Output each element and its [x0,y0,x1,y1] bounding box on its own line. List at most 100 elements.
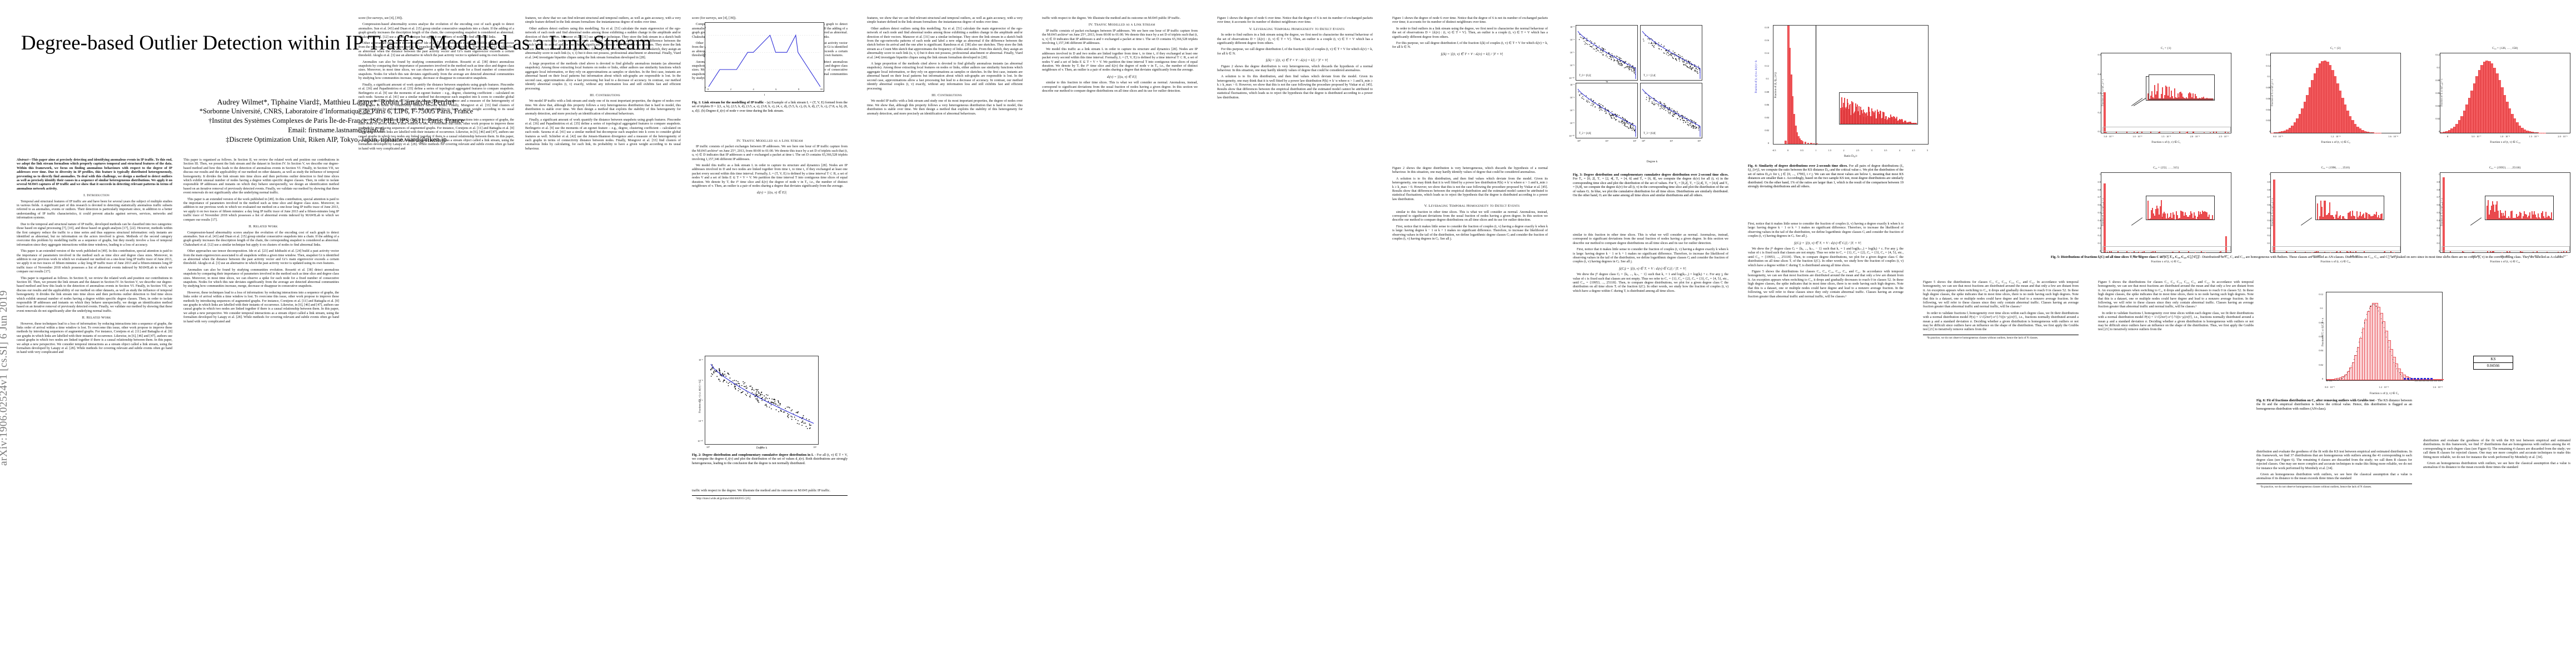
fig1-caption-label: Fig. 1: [692,101,701,104]
paragraph: We drew the jᵗʰ degree class Cⱼ = {kⱼ, .… [1748,247,1904,267]
axis-tick: 3 [1871,149,1872,152]
inset-bar [2333,216,2335,220]
inset-bar [2544,217,2546,220]
fig5-panel-title: C₁ = {1} [2160,47,2172,50]
histogram-bar [2185,132,2187,133]
author-names: Audrey Wilmet*, Tiphaine Viard‡, Matthie… [217,98,456,106]
histogram-bar [2216,131,2218,133]
inset-bar [2205,212,2207,220]
fig4-caption-label: Fig. 4: [1748,165,1758,168]
inset-bar [2151,208,2153,220]
fig5-caption-rest: - Distributions on C₁, C₂ and C₁₉ are ho… [2200,256,2564,259]
inset-bar [2195,96,2197,99]
inset-bar [2517,216,2519,220]
fig2-ylabel: Fraction of (t, v) s.t. dₜ(v) = k [699,381,702,413]
inset-bar [2192,217,2194,220]
inset-bar [1852,102,1854,125]
inset-bar [2165,213,2166,220]
histogram-bar [1795,125,1797,144]
histogram-bar [2283,131,2286,133]
inset-bar [2335,215,2337,220]
inset-bar [2177,215,2179,220]
inset-bar [2371,216,2373,220]
abstract-label: Abstract— [17,158,32,162]
inset-bar [1908,122,1910,125]
axis-tick: 0.4 [2097,218,2101,222]
histogram-bar [2371,132,2374,133]
histogram-bar [2513,118,2517,133]
axis-tick: 4 [1899,149,1900,152]
inset-bar [1884,118,1886,125]
histogram-bar [2480,65,2484,133]
axis-tick: 4.0 · 10⁻⁷ [2500,255,2510,257]
histogram-bar [2465,104,2469,133]
fig3-caption-rest: For T₀ = [0, 2[, T₁ = [2, 4[, T₂ = [4, 6… [1573,177,1728,198]
inset-bar [1889,117,1891,125]
axis-tick: 0.5 [2097,211,2101,214]
histogram-bar [2503,94,2507,133]
axis-tick: 0.6 [2437,203,2440,207]
axis-tick: 2.0 · 10⁻⁷ [2311,255,2321,257]
axis-tick: 0.08 [2435,79,2440,82]
fig5-panel-xlabel: Fraction x of (t, v) ∈ C₂₂ [2151,260,2181,263]
inset-bar [1876,118,1877,125]
inset-bar [2331,215,2333,220]
axis-tick: 0.7 [2267,196,2271,199]
inset-bar [1897,121,1899,125]
inset-bar [2540,218,2542,220]
inset-bar [2175,97,2176,99]
inset-bar [1912,123,1914,125]
inset-bar [2495,205,2497,220]
inset-bar [2163,213,2164,220]
inset-bar [1890,117,1892,125]
inset-bar [1850,115,1852,125]
inset-bar [2201,97,2203,99]
inset-bar [2211,218,2213,220]
axis-tick: 1.6 · 10⁻⁴ [2388,135,2398,138]
fig5-inset [2145,195,2215,220]
histogram-bar [2475,76,2479,133]
histogram-bar [2273,132,2276,133]
inset-bar [2178,218,2180,220]
axis-tick: 5 [1926,149,1929,152]
inset-bar [2164,211,2165,220]
inset-bar [2533,211,2535,220]
axis-tick: 10⁰ [1577,140,1581,142]
histogram-bar [2470,90,2474,133]
inset-bar [1907,122,1909,125]
inset-bar [2505,211,2507,220]
inset-bar [2499,210,2501,220]
histogram-bar [2450,251,2452,252]
inset-bar [2151,91,2153,99]
axis-tick: 1 [2438,173,2440,176]
histogram-bar [1793,114,1796,144]
inset-bar [1845,107,1846,125]
histogram-bar [2336,83,2339,133]
inset-bar [2153,213,2154,220]
histogram-bar [2298,113,2301,133]
inset-bar [1904,121,1905,125]
histogram-bar [2448,130,2451,133]
equation-1b: dᵢ(v) = |{(u, v) ∈ E}| [1107,74,1137,79]
fig3-panel: T_2 = [4,6[ [1576,83,1638,138]
histogram-bar [2136,132,2137,133]
histogram-bar [2155,251,2156,252]
inset-bar [1878,111,1880,125]
inset-bar [1874,115,1875,125]
axis-tick: 0 [1767,142,1769,145]
inset-bar [2183,97,2184,99]
fit-curve-dot [2334,380,2335,381]
fig5-panel-xlabel: Fraction x of (t, v) ∈ C₄₁ [2490,260,2520,263]
histogram-bar [2126,132,2128,133]
axis-tick: 0 [2277,255,2279,257]
inset-bar [2186,97,2188,99]
equation-3: fᵢ(Cⱼ) = |{(t, v) ∈ Tᵢ × V : dᵢ(v) ∈ Cⱼ}… [1619,266,1686,271]
inset-bar [1884,112,1885,125]
paragraph: Given an homogeneous distribution with o… [2256,473,2412,481]
histogram-bar [1790,74,1792,144]
fig5-panel-ylabel: Fraction of Tᵢ s.t fᵢ(C₂) = x [2270,78,2274,106]
inset-bar [1911,123,1913,125]
fig5-caption-bold: Distributions of fractions fᵢ(C) on all … [2061,256,2200,259]
axis-tick: 0.16 [1765,39,1769,42]
inset-bar [2532,214,2534,220]
